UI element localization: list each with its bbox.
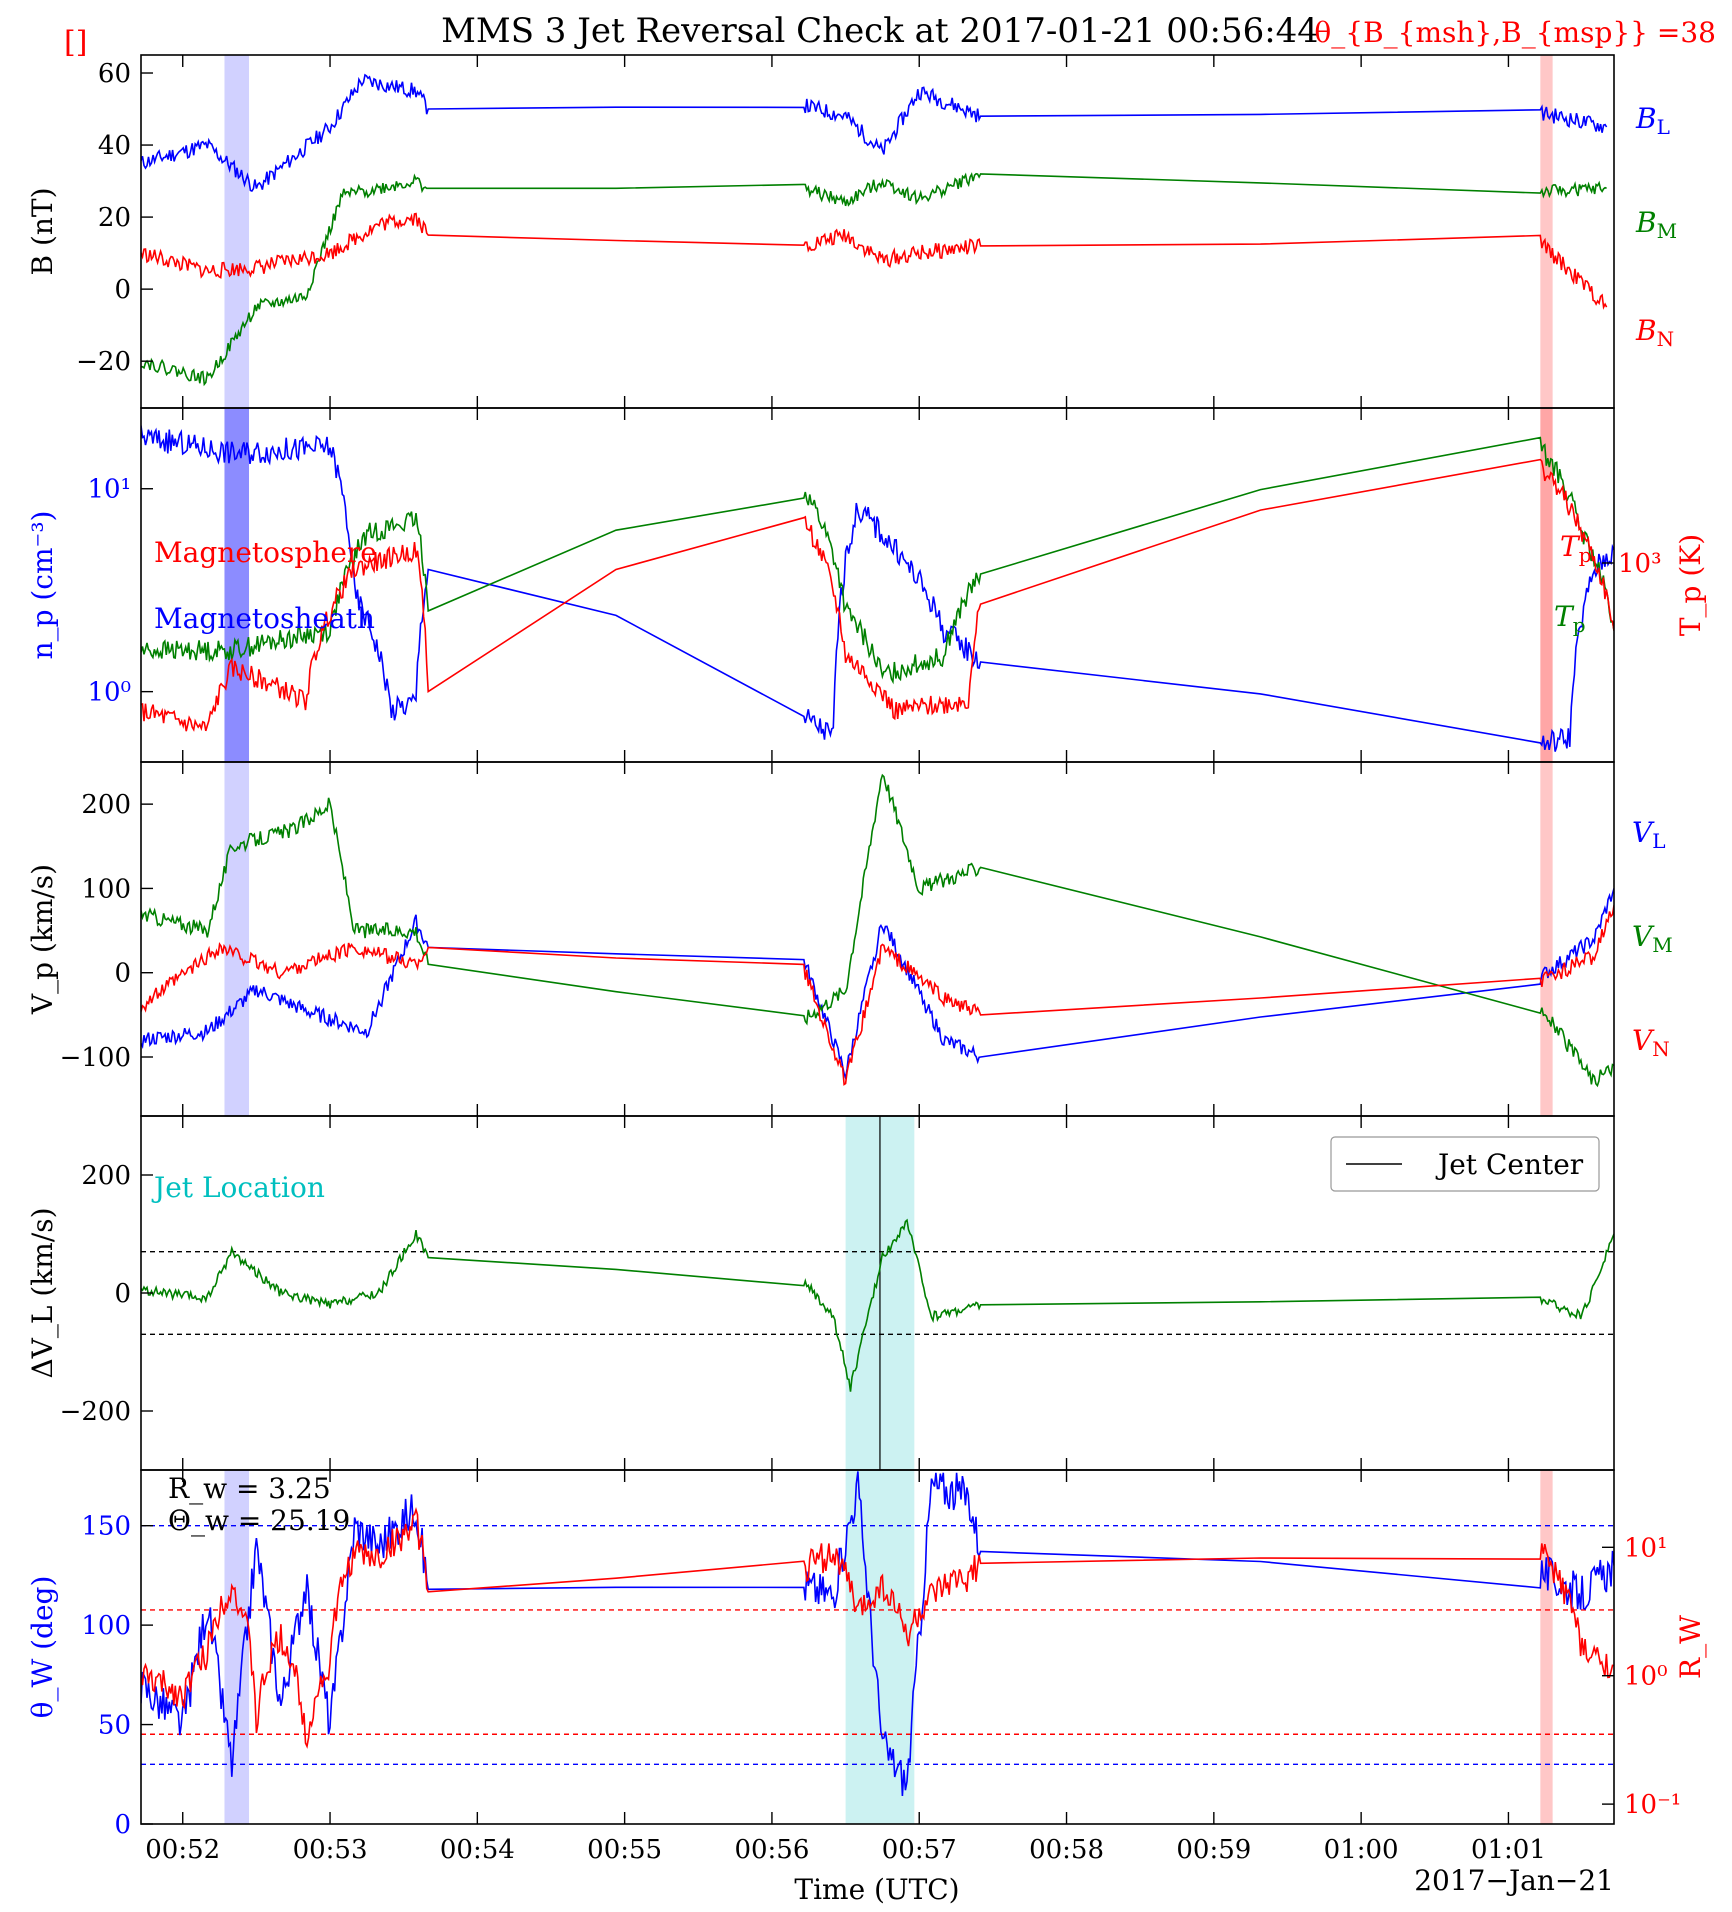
jet-location-label: Jet Location bbox=[151, 1171, 325, 1204]
thetaw-annotation: Θ_w = 25.19 bbox=[168, 1504, 350, 1537]
y-tick-label: 200 bbox=[81, 1161, 131, 1191]
x-tick-label: 01:01 bbox=[1471, 1835, 1546, 1865]
red-interval-band bbox=[1540, 55, 1553, 408]
series-line-B_N bbox=[141, 212, 1608, 310]
y-axis-label: V_p (km/s) bbox=[26, 864, 59, 1015]
blue-interval-band bbox=[224, 55, 250, 408]
x-tick-label: 00:54 bbox=[440, 1835, 515, 1865]
chart-title: MMS 3 Jet Reversal Check at 2017-01-21 0… bbox=[441, 11, 1319, 51]
date-label: 2017−Jan−21 bbox=[1414, 1864, 1614, 1897]
corner-mark: [] bbox=[64, 25, 87, 60]
series-line-n_p bbox=[141, 425, 1614, 752]
y-axis-label-right: R_W bbox=[1674, 1615, 1707, 1679]
y-tick-label: 150 bbox=[81, 1512, 131, 1542]
rw-annotation: R_w = 3.25 bbox=[168, 1472, 331, 1505]
y-tick-label: 50 bbox=[98, 1711, 131, 1741]
x-tick-label: 00:58 bbox=[1029, 1835, 1104, 1865]
red-interval-band bbox=[1540, 1470, 1553, 1824]
y-tick-label: 0 bbox=[114, 1810, 131, 1840]
magnetosheath-label: Magnetosheath bbox=[154, 602, 375, 635]
x-tick-label: 00:53 bbox=[293, 1835, 368, 1865]
series-line-R_W bbox=[141, 1506, 1614, 1749]
y-tick-label: 40 bbox=[98, 131, 131, 161]
x-tick-label: 00:55 bbox=[587, 1835, 662, 1865]
theta-annotation: θ_{B_{msh},B_{msp}} =38 bbox=[1314, 16, 1716, 49]
series-line-B_L bbox=[141, 73, 1608, 192]
legend-label: Jet Center bbox=[1435, 1148, 1584, 1181]
y-tick-label: −100 bbox=[60, 1043, 131, 1073]
red-interval-band bbox=[1540, 762, 1553, 1116]
panel-frame bbox=[140, 54, 1615, 409]
series-side-label: VL bbox=[1632, 816, 1666, 853]
y-tick-label: 0 bbox=[114, 275, 131, 305]
y-tick-label: 10³ bbox=[1618, 549, 1662, 579]
series-line-V_M bbox=[141, 773, 1614, 1088]
series-line-dVL bbox=[141, 1218, 1614, 1392]
series-side-label: BM bbox=[1635, 206, 1677, 243]
x-tick-label: 00:52 bbox=[145, 1835, 220, 1865]
y-axis-label: n_p (cm⁻³) bbox=[26, 511, 59, 660]
series-line-V_N bbox=[141, 905, 1614, 1086]
y-tick-label: 10¹ bbox=[87, 475, 131, 505]
series-line-B_M bbox=[141, 172, 1607, 387]
y-axis-label: ΔV_L (km/s) bbox=[26, 1207, 59, 1378]
blue-interval-band bbox=[224, 762, 250, 1116]
y-tick-label: 10⁰ bbox=[87, 678, 131, 708]
y-tick-label: 0 bbox=[114, 1279, 131, 1309]
x-axis-label: Time (UTC) bbox=[794, 1873, 959, 1906]
blue-interval-band bbox=[224, 408, 250, 762]
series-side-label: BL bbox=[1635, 102, 1670, 139]
legend-box bbox=[1330, 1136, 1600, 1192]
x-tick-label: 00:56 bbox=[734, 1835, 809, 1865]
y-tick-label: −20 bbox=[76, 347, 131, 377]
y-tick-label: 100 bbox=[81, 874, 131, 904]
series-side-label: VN bbox=[1632, 1024, 1670, 1061]
series-line-theta_W bbox=[141, 1471, 1614, 1797]
red-interval-band bbox=[1540, 408, 1553, 762]
y-tick-label: 0 bbox=[114, 959, 131, 989]
x-tick-label: 00:59 bbox=[1176, 1835, 1251, 1865]
series-side-label: Tp bbox=[1560, 530, 1592, 567]
y-tick-label: 200 bbox=[81, 790, 131, 820]
series-line-T_p-green bbox=[141, 436, 1614, 685]
y-tick-label: 10⁻¹ bbox=[1624, 1790, 1681, 1820]
y-tick-label: 60 bbox=[98, 59, 131, 89]
y-tick-label: 10¹ bbox=[1624, 1533, 1668, 1563]
y-tick-label: 10⁰ bbox=[1624, 1662, 1668, 1692]
y-tick-label: −200 bbox=[60, 1397, 131, 1427]
panel-frame bbox=[140, 407, 1615, 763]
panel-frame bbox=[140, 1469, 1615, 1825]
series-side-label: Tp bbox=[1554, 600, 1586, 637]
x-tick-label: 00:57 bbox=[882, 1835, 957, 1865]
x-tick-label: 01:00 bbox=[1324, 1835, 1399, 1865]
series-side-label: VM bbox=[1632, 920, 1673, 957]
y-tick-label: 20 bbox=[98, 203, 131, 233]
series-line-V_L bbox=[141, 888, 1614, 1081]
y-tick-label: 100 bbox=[81, 1611, 131, 1641]
y-axis-label: θ_W (deg) bbox=[26, 1576, 59, 1719]
magnetosphere-label: Magnetosphere bbox=[154, 536, 377, 569]
y-axis-label: B (nT) bbox=[26, 187, 59, 275]
series-line-T_p-red bbox=[141, 458, 1614, 732]
series-side-label: BN bbox=[1635, 314, 1674, 351]
y-axis-label-right: T_p (K) bbox=[1674, 534, 1707, 636]
